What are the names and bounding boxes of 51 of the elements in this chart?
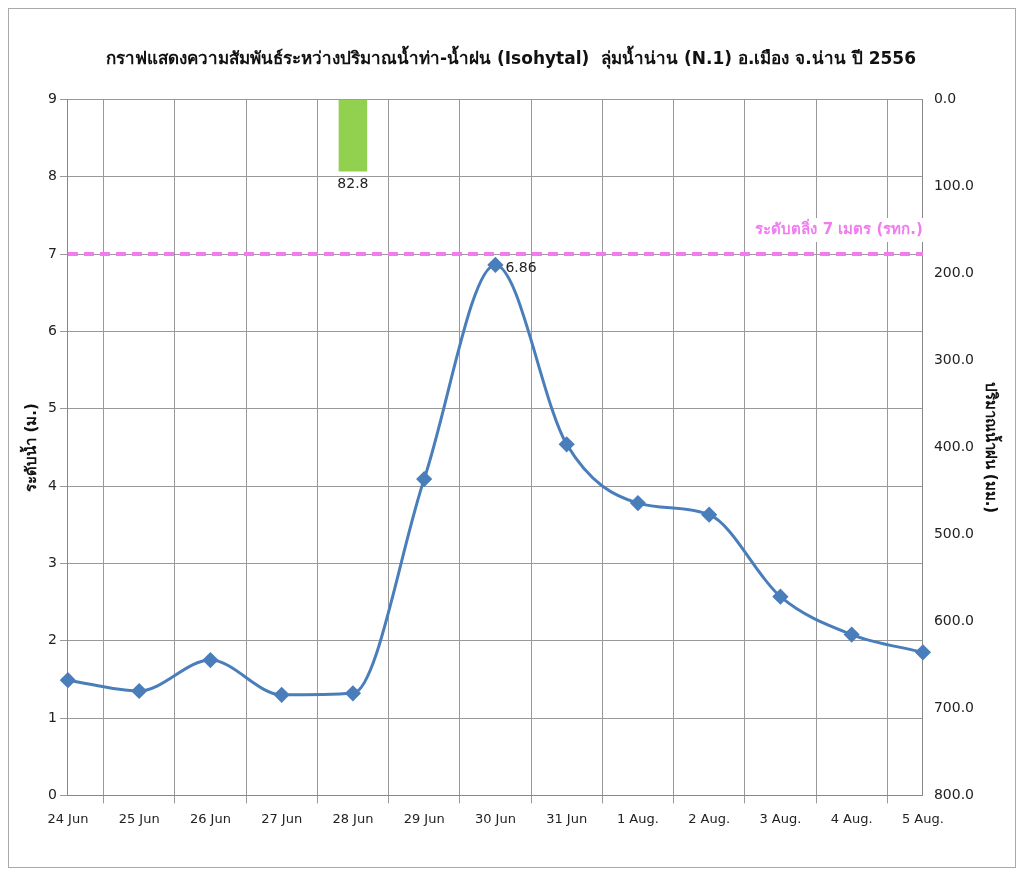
y-tick-label: 6 [47, 322, 57, 339]
y2-tick-label: 300.0 [933, 351, 975, 368]
y-tick-label: 8 [47, 167, 57, 184]
point [345, 685, 361, 701]
y-tick-label: 7 [47, 244, 57, 261]
point [416, 471, 432, 487]
point [844, 627, 860, 643]
y2-axis-title: ปริมาณน้ำฝน (มม.) [982, 381, 1004, 514]
x-tick-label: 1 Aug. [616, 810, 659, 826]
point [60, 672, 76, 688]
ref-line-label: ระดับตลิ่ง 7 เมตร (รทก.) [755, 217, 923, 238]
point [131, 683, 147, 699]
y-tick-label: 5 [47, 399, 57, 416]
point [915, 644, 931, 660]
x-tick-label: 25 Jun [118, 810, 160, 826]
x-tick-label: 27 Jun [261, 810, 303, 826]
y2-tick-label: 100.0 [933, 177, 975, 194]
y-tick-label: 9 [47, 90, 57, 107]
y-axis-title: ระดับน้ำ (ม.) [18, 403, 40, 492]
data-label: 6.86 [505, 258, 537, 275]
x-tick-label: 30 Jun [474, 810, 516, 826]
y-tick-label: 4 [47, 476, 57, 493]
y-tick-label: 3 [47, 554, 57, 571]
x-tick-label: 29 Jun [403, 810, 445, 826]
point [202, 652, 218, 668]
data-label: 82.8 [337, 175, 369, 192]
x-tick-label: 2 Aug. [688, 810, 731, 826]
point [559, 436, 575, 452]
point [772, 589, 788, 605]
x-tick-label: 4 Aug. [830, 810, 873, 826]
point [487, 257, 503, 273]
x-tick-label: 28 Jun [332, 810, 374, 826]
chart-title: กราฟแสดงความสัมพันธ์ระหว่างปริมาณน้ำท่า-น้ำฝน (Isohytal) ลุ่มน้ำน่าน (N.1) อ.เมือง จ.น่าน ปี 2556 [106, 44, 916, 69]
point [701, 507, 717, 523]
y2-tick-label: 200.0 [933, 264, 975, 281]
y-tick-label: 0 [47, 786, 57, 803]
x-tick-label: 31 Jun [546, 810, 588, 826]
y2-tick-label: 700.0 [933, 699, 975, 716]
y2-tick-label: 600.0 [933, 612, 975, 629]
y-tick-label: 1 [47, 708, 57, 725]
point [630, 495, 646, 511]
point [274, 687, 290, 703]
x-tick-label: 3 Aug. [759, 810, 802, 826]
x-tick-label: 26 Jun [189, 810, 231, 826]
y-tick-label: 2 [47, 631, 57, 648]
y2-tick-label: 400.0 [933, 438, 975, 455]
x-tick-label: 5 Aug. [901, 810, 944, 826]
x-tick-label: 24 Jun [47, 810, 89, 826]
y2-tick-label: 0.0 [933, 90, 957, 107]
y2-tick-label: 500.0 [933, 525, 975, 542]
y2-tick-label: 800.0 [933, 786, 975, 803]
